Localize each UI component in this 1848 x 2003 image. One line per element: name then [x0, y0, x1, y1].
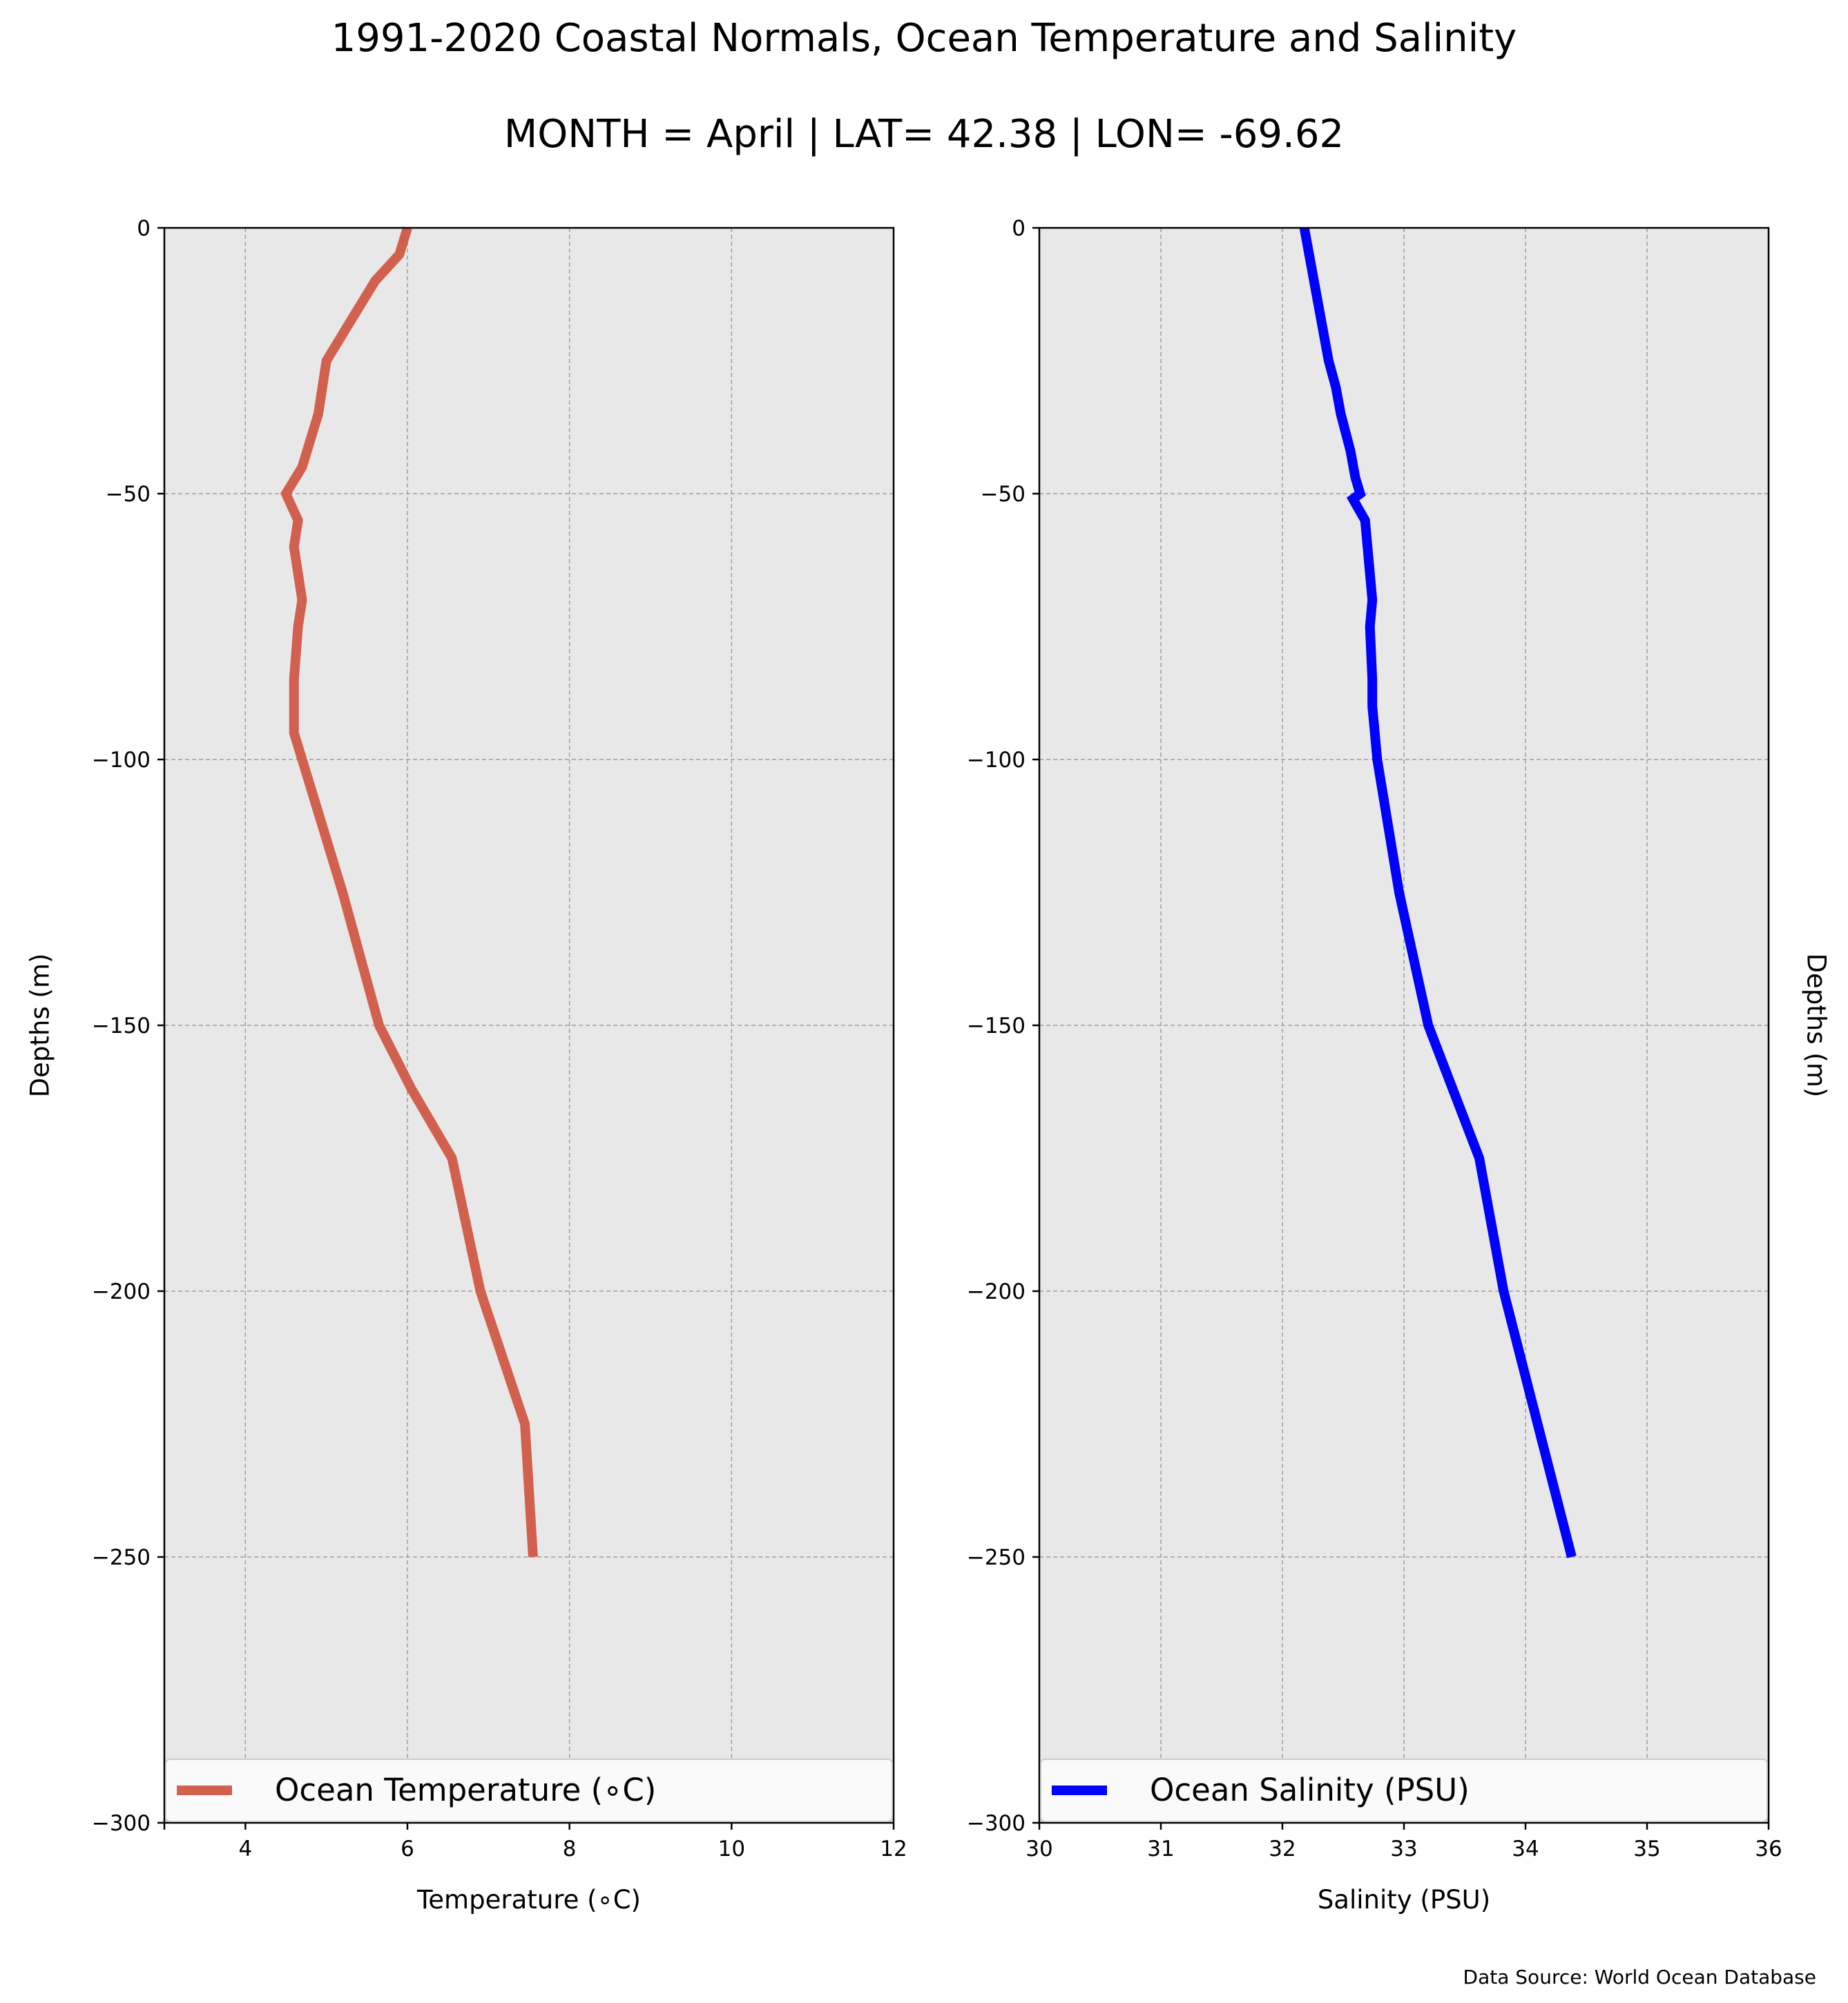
y-tick-label: −250 [967, 1545, 1026, 1570]
y-tick-label: −250 [92, 1545, 151, 1570]
x-tick-label: 12 [880, 1837, 907, 1861]
y-tick-label: −300 [92, 1811, 151, 1836]
y-axis-label: Depths (m) [1802, 954, 1831, 1098]
y-tick-label: −200 [967, 1279, 1026, 1304]
y-tick-label: −50 [981, 482, 1026, 507]
x-tick-label: 34 [1512, 1837, 1539, 1861]
x-tick-label: 30 [1026, 1837, 1052, 1861]
x-tick-label: 8 [563, 1837, 577, 1861]
figure-title: 1991-2020 Coastal Normals, Ocean Tempera… [331, 16, 1517, 61]
legend-label: Ocean Temperature (∘C) [275, 1772, 656, 1808]
x-tick-label: 31 [1147, 1837, 1174, 1861]
y-tick-label: 0 [137, 216, 151, 241]
x-tick-label: 35 [1633, 1837, 1660, 1861]
salinity-panel: 30 31 32 33 34 35 36 0 −50 −100 −150 −200 −250 −300 Sa… [967, 216, 1831, 1915]
x-tick-label: 4 [238, 1837, 252, 1861]
legend-box [165, 1759, 893, 1822]
plot-background [164, 228, 894, 1823]
x-tick-label: 10 [718, 1837, 745, 1861]
y-tick-label: −100 [967, 748, 1026, 773]
figure-subtitle: MONTH = April | LAT= 42.38 | LON= -69.62 [504, 112, 1344, 157]
x-tick-label: 32 [1269, 1837, 1296, 1861]
series-line-temperature [280, 226, 538, 1558]
y-axis-label: Depths (m) [26, 954, 55, 1098]
legend-label: Ocean Salinity (PSU) [1150, 1772, 1470, 1808]
y-tick-label: −150 [967, 1014, 1026, 1038]
x-tick-label: 6 [401, 1837, 414, 1861]
temperature-panel: 4 6 8 10 12 0 −50 −100 −150 −200 −250 −300 Temperatu… [26, 216, 907, 1915]
y-tick-label: 0 [1012, 216, 1026, 241]
x-axis-label: Temperature (∘C) [416, 1885, 641, 1915]
x-tick-label: 36 [1755, 1837, 1782, 1861]
legend: Ocean Salinity (PSU) [1040, 1759, 1768, 1822]
y-tick-label: −150 [92, 1014, 151, 1038]
y-tick-label: −100 [92, 748, 151, 773]
y-tick-label: −300 [967, 1811, 1026, 1836]
series-line-salinity [1299, 226, 1577, 1558]
data-source-note: Data Source: World Ocean Database [1463, 1966, 1816, 1989]
x-tick-label: 33 [1390, 1837, 1417, 1861]
legend-box [1040, 1759, 1768, 1822]
y-tick-label: −50 [106, 482, 151, 507]
x-axis-label: Salinity (PSU) [1318, 1885, 1490, 1915]
y-tick-label: −200 [92, 1279, 151, 1304]
legend: Ocean Temperature (∘C) [165, 1759, 893, 1822]
